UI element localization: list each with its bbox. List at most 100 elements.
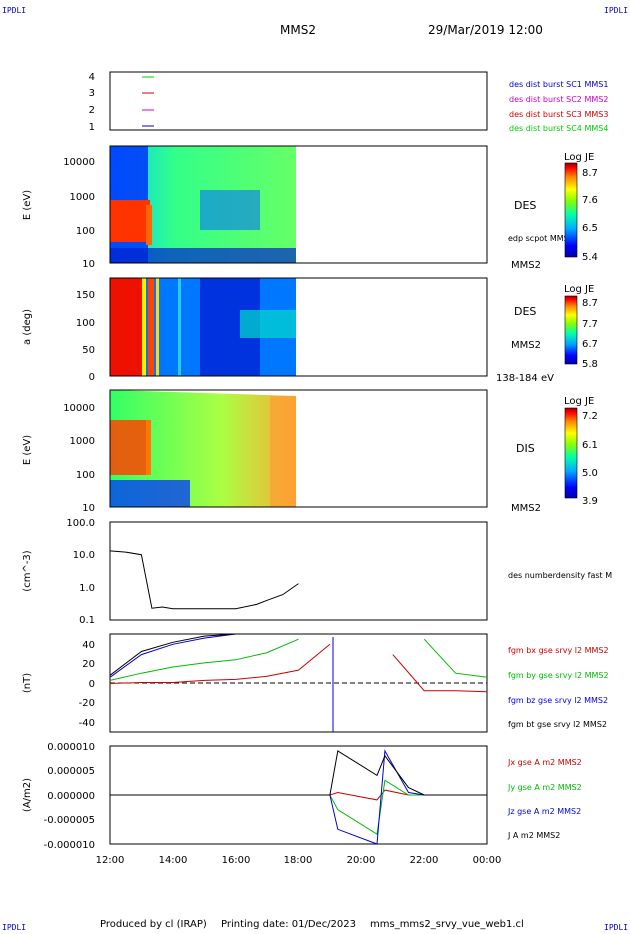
time-tick: 20:00 xyxy=(347,855,376,866)
time-tick: 12:00 xyxy=(96,855,125,866)
panel-burst: 4 3 2 1 des dist burst SC1 MMS1 des dist… xyxy=(89,71,608,133)
p4-cbar-tick: 3.9 xyxy=(582,496,598,507)
p4-ytick: 10000 xyxy=(63,403,95,414)
p3-ylabel: a (deg) xyxy=(22,309,33,345)
panel-burst-frame xyxy=(109,71,488,131)
footer-credit: Produced by cl (IRAP) xyxy=(100,919,207,930)
p7-ytick: 0.000005 xyxy=(47,766,95,777)
p4-colorbar xyxy=(564,407,578,499)
p6-ytick: 0 xyxy=(89,679,95,690)
corner-tag-bottom-right: IPDLI xyxy=(604,923,629,932)
p2-extra: edp scpot MMS2 xyxy=(508,234,574,243)
p4-cbar-title: Log JE xyxy=(564,396,594,407)
panel-des-energy: 10000 1000 100 10 E (eV) DES edp scpot M… xyxy=(22,145,598,271)
p5-legend: des numberdensity fast M xyxy=(508,571,612,580)
panel-des-pitch-frame xyxy=(109,277,488,377)
p4-sc: MMS2 xyxy=(511,503,541,514)
p5-ytick: 0.1 xyxy=(79,615,95,626)
p2-ytick: 10000 xyxy=(63,157,95,168)
p2-cbar-tick: 6.5 xyxy=(582,223,598,234)
mission-title: MMS2 xyxy=(280,23,316,37)
p1-ytick: 1 xyxy=(89,122,95,133)
time-tick: 14:00 xyxy=(159,855,188,866)
time-tick: 16:00 xyxy=(222,855,251,866)
panel-dis-energy-frame xyxy=(109,389,488,508)
time-tick: 18:00 xyxy=(284,855,313,866)
p1-legend: des dist burst SC1 MMS1 xyxy=(509,80,608,89)
p3-cbar-tick: 6.7 xyxy=(582,339,598,350)
p2-ylabel: E (eV) xyxy=(22,190,33,220)
p3-ytick: 100 xyxy=(76,318,95,329)
p7-ytick: 0.000000 xyxy=(47,791,95,802)
p4-ytick: 10 xyxy=(82,503,95,514)
p2-cbar-tick: 5.4 xyxy=(582,252,598,263)
panel-density-frame xyxy=(109,521,488,621)
panel-bfield: 40 20 0 -20 -40 (nT) fgm bx gse srvy l2 … xyxy=(22,634,609,733)
p3-cbar-title: Log JE xyxy=(564,284,594,295)
p6-ytick: 40 xyxy=(82,640,95,651)
bfield-series-line xyxy=(109,638,488,681)
p7-ytick: -0.000005 xyxy=(44,815,95,826)
p5-ytick: 100.0 xyxy=(66,518,95,529)
datetime-title: 29/Mar/2019 12:00 xyxy=(428,23,543,37)
p4-cbar-tick: 5.0 xyxy=(582,468,598,479)
p1-legend: des dist burst SC3 MMS3 xyxy=(509,110,608,119)
p4-ytick: 1000 xyxy=(70,436,95,447)
p2-ytick: 10 xyxy=(82,259,95,270)
p4-cbar-tick: 7.2 xyxy=(582,411,598,422)
p2-cbar-title: Log JE xyxy=(564,152,594,163)
p7-ylabel: (A/m2) xyxy=(22,778,33,812)
p5-ytick: 1.0 xyxy=(79,583,95,594)
panel-des-pitch: 150 100 50 0 a (deg) DES MMS2 138-184 eV… xyxy=(22,277,598,384)
corner-tag-top-right: IPDLI xyxy=(604,6,629,15)
p7-legend: Jz gse A m2 MMS2 xyxy=(507,807,581,816)
p6-ytick: -40 xyxy=(79,718,95,729)
p3-species: DES xyxy=(514,305,536,318)
p3-cbar-tick: 8.7 xyxy=(582,298,598,309)
time-tick: 22:00 xyxy=(410,855,439,866)
p3-energy-range: 138-184 eV xyxy=(496,373,554,384)
panel-des-energy-frame xyxy=(109,145,488,264)
p3-sc: MMS2 xyxy=(511,340,541,351)
current-series-line xyxy=(110,750,487,796)
p2-species: DES xyxy=(514,199,536,212)
p3-cbar-tick: 7.7 xyxy=(582,319,598,330)
p2-colorbar xyxy=(564,162,578,258)
p2-cbar-tick: 7.6 xyxy=(582,195,598,206)
p6-legend: fgm bx gse srvy l2 MMS2 xyxy=(508,646,609,655)
p4-species: DIS xyxy=(516,442,535,455)
p7-ytick: 0.000010 xyxy=(47,742,95,753)
p6-ylabel: (nT) xyxy=(22,673,33,693)
p7-legend: Jx gse A m2 MMS2 xyxy=(507,758,582,767)
p6-legend: fgm by gse srvy l2 MMS2 xyxy=(508,671,609,680)
bfield-series-group xyxy=(109,634,488,693)
p1-legend: des dist burst SC2 MMS2 xyxy=(509,95,608,104)
p2-ytick: 1000 xyxy=(70,192,95,203)
p6-legend: fgm bz gse srvy l2 MMS2 xyxy=(508,696,608,705)
time-tick: 00:00 xyxy=(473,855,502,866)
p6-ytick: -20 xyxy=(79,698,95,709)
p1-ytick: 2 xyxy=(89,105,95,116)
p4-cbar-tick: 6.1 xyxy=(582,440,598,451)
p3-cbar-tick: 5.8 xyxy=(582,359,598,370)
p1-ytick: 3 xyxy=(89,88,95,99)
panel-dis-energy: 10000 1000 100 10 E (eV) DIS MMS2 Log JE… xyxy=(22,389,598,514)
p3-ytick: 50 xyxy=(82,345,95,356)
p1-legend: des dist burst SC4 MMS4 xyxy=(509,124,608,133)
p2-ytick: 100 xyxy=(76,226,95,237)
p2-cbar-tick: 8.7 xyxy=(582,168,598,179)
p7-ytick: -0.000010 xyxy=(44,840,95,851)
panel-current: 0.000010 0.000005 0.000000 -0.000005 -0.… xyxy=(22,742,582,851)
p5-ylabel: (cm^-3) xyxy=(22,550,33,591)
p2-sc: MMS2 xyxy=(511,260,541,271)
p6-ytick: 20 xyxy=(82,659,95,670)
footer-script: mms_mms2_srvy_vue_web1.cl xyxy=(370,919,524,930)
panel-density: 100.0 10.0 1.0 0.1 (cm^-3) des numberden… xyxy=(22,518,612,626)
p3-ytick: 150 xyxy=(76,290,95,301)
p6-legend: fgm bt gse srvy l2 MMS2 xyxy=(508,720,607,729)
time-axis: 12:00 14:00 16:00 18:00 20:00 22:00 00:0… xyxy=(96,855,502,866)
density-series-group xyxy=(109,550,299,610)
p1-ytick: 4 xyxy=(89,72,95,83)
density-series-line xyxy=(109,550,299,610)
